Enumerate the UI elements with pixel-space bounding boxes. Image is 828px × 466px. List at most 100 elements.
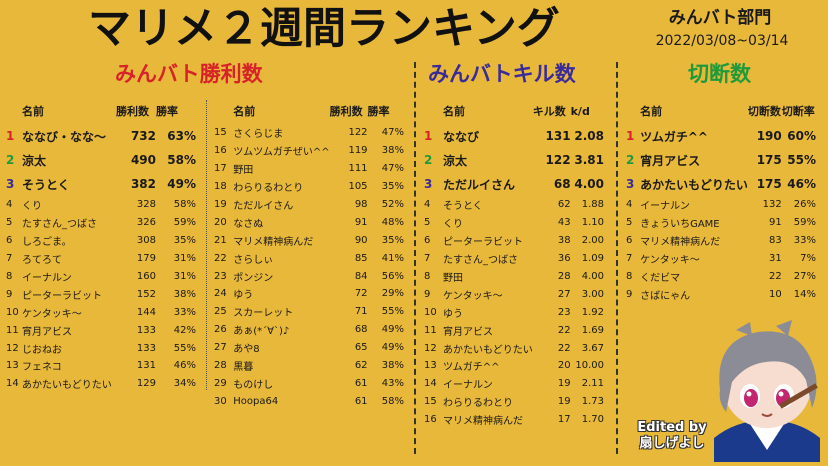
stat-value: 190 bbox=[756, 129, 782, 143]
table-row: 4 くり 328 58% bbox=[6, 196, 196, 214]
rank-number: 7 bbox=[424, 253, 431, 265]
stat-rate: 1.73 bbox=[581, 396, 604, 408]
player-name: ツムガチ^^ bbox=[442, 362, 500, 374]
stat-value: 23 bbox=[557, 306, 571, 318]
rank-number: 16 bbox=[214, 145, 227, 157]
stat-value: 732 bbox=[130, 129, 156, 143]
rank-number: 21 bbox=[214, 234, 227, 246]
stat-value: 62 bbox=[354, 360, 368, 372]
player-name: 涼太 bbox=[22, 153, 47, 168]
player-name: さばにゃん bbox=[640, 290, 691, 302]
stat-value: 132 bbox=[762, 199, 782, 211]
stat-value: 68 bbox=[354, 324, 368, 336]
table-row: 9 ピーターラビット 152 38% bbox=[6, 285, 196, 303]
rank-number: 14 bbox=[424, 378, 437, 390]
stat-rate: 56% bbox=[381, 270, 404, 282]
header-kd: k/d bbox=[570, 104, 590, 118]
player-name: 黒暮 bbox=[233, 362, 254, 374]
rank-number: 9 bbox=[6, 288, 13, 300]
player-name: わらりるわとり bbox=[442, 398, 513, 410]
table-row: 7 たすさん_つばさ 36 1.09 bbox=[424, 250, 604, 268]
stat-value: 133 bbox=[136, 324, 156, 336]
stat-rate: 58% bbox=[167, 153, 196, 167]
table-row: 1 ななび 131 2.08 bbox=[424, 124, 604, 148]
table-row: 6 しろごま。 308 35% bbox=[6, 232, 196, 250]
stat-rate: 55% bbox=[381, 306, 404, 318]
player-name: ゆう bbox=[233, 290, 254, 302]
player-name: マリメ精神病んだ bbox=[640, 237, 721, 249]
section-divider bbox=[616, 62, 618, 454]
player-name: イーナルン bbox=[442, 380, 493, 392]
rank-number: 11 bbox=[6, 324, 19, 336]
stat-rate: 38% bbox=[173, 288, 196, 300]
stat-rate: 14% bbox=[793, 288, 816, 300]
player-name: あかたいもどりたい bbox=[442, 344, 533, 356]
table-row: 5 くり 43 1.10 bbox=[424, 214, 604, 232]
player-name: たすさん_つばさ bbox=[22, 219, 97, 231]
player-name: マリメ精神病んだ bbox=[233, 236, 314, 248]
table-row: 12 じおねお 133 55% bbox=[6, 339, 196, 357]
table-row: 2 涼太 122 3.81 bbox=[424, 148, 604, 172]
player-name: イーナルン bbox=[22, 273, 72, 284]
stat-value: 308 bbox=[136, 235, 156, 247]
player-name: ものけし bbox=[233, 379, 274, 391]
player-name: 涼太 bbox=[442, 153, 467, 168]
stat-rate: 49% bbox=[167, 177, 196, 191]
stat-rate: 1.10 bbox=[581, 217, 604, 229]
stat-value: 22 bbox=[769, 271, 782, 282]
rank-number: 29 bbox=[214, 377, 227, 389]
player-name: あかたいもどりたい bbox=[22, 380, 112, 392]
table-row: 9 ケンタッキ～ 27 3.00 bbox=[424, 285, 604, 303]
header-name: 名前 bbox=[22, 105, 44, 118]
wins-section-title: みんバト勝利数 bbox=[115, 62, 263, 86]
player-name: 宵月アビス bbox=[442, 326, 493, 338]
department-label: みんバト部門 bbox=[668, 8, 772, 28]
stat-rate: 33% bbox=[793, 235, 816, 247]
stat-value: 129 bbox=[136, 378, 156, 390]
player-name: わらりるわとり bbox=[233, 183, 304, 195]
player-name: ゆう bbox=[442, 308, 463, 320]
header-cuts: 切断数 bbox=[747, 105, 781, 118]
rank-number: 6 bbox=[6, 235, 13, 247]
stat-rate: 31% bbox=[173, 271, 196, 282]
stat-value: 91 bbox=[769, 217, 782, 229]
stat-value: 28 bbox=[557, 271, 571, 282]
credit: Edited by 扇しげよし bbox=[624, 420, 720, 452]
stat-rate: 35% bbox=[381, 181, 404, 193]
stat-value: 62 bbox=[557, 199, 571, 211]
stat-rate: 4.00 bbox=[574, 177, 604, 191]
stat-rate: 55% bbox=[173, 342, 196, 354]
stat-value: 71 bbox=[354, 306, 368, 318]
stat-rate: 41% bbox=[381, 252, 404, 264]
stat-value: 105 bbox=[348, 181, 368, 193]
rank-number: 8 bbox=[626, 271, 633, 282]
rank-number: 27 bbox=[214, 342, 227, 354]
stat-value: 19 bbox=[557, 378, 571, 390]
stat-rate: 10.00 bbox=[575, 360, 604, 372]
rank-number: 8 bbox=[424, 271, 431, 282]
table-row: 1 ななび・なな～ 732 63% bbox=[6, 124, 196, 148]
table-row: 4 そうとく 62 1.88 bbox=[424, 196, 604, 214]
player-name: そうとく bbox=[442, 201, 483, 213]
player-name: ピーターラビット bbox=[22, 290, 102, 302]
player-name: くり bbox=[22, 201, 42, 213]
table-row: 1 ツムガチ^^ 190 60% bbox=[626, 124, 816, 148]
table-row: 5 きょういちGAME 91 59% bbox=[626, 214, 816, 232]
rank-number: 7 bbox=[626, 253, 633, 265]
stat-rate: 52% bbox=[381, 199, 404, 210]
header-winrate: 勝率 bbox=[367, 105, 390, 118]
table-row: 21 マリメ精神病んだ 90 35% bbox=[214, 231, 404, 249]
table-row: 29 ものけし 61 43% bbox=[214, 374, 404, 392]
stat-value: 85 bbox=[354, 252, 368, 264]
stat-value: 31 bbox=[769, 253, 782, 265]
stat-value: 10 bbox=[769, 288, 782, 300]
page-title: マリメ２週間ランキング bbox=[88, 4, 560, 54]
stat-rate: 55% bbox=[787, 153, 816, 167]
stat-value: 160 bbox=[136, 271, 156, 282]
stat-rate: 58% bbox=[173, 199, 196, 211]
stat-rate: 3.67 bbox=[581, 342, 604, 354]
player-name: くり bbox=[442, 219, 463, 231]
player-name: ななび bbox=[442, 129, 479, 144]
rank-number: 6 bbox=[626, 235, 633, 247]
table-row: 28 黒暮 62 38% bbox=[214, 357, 404, 375]
